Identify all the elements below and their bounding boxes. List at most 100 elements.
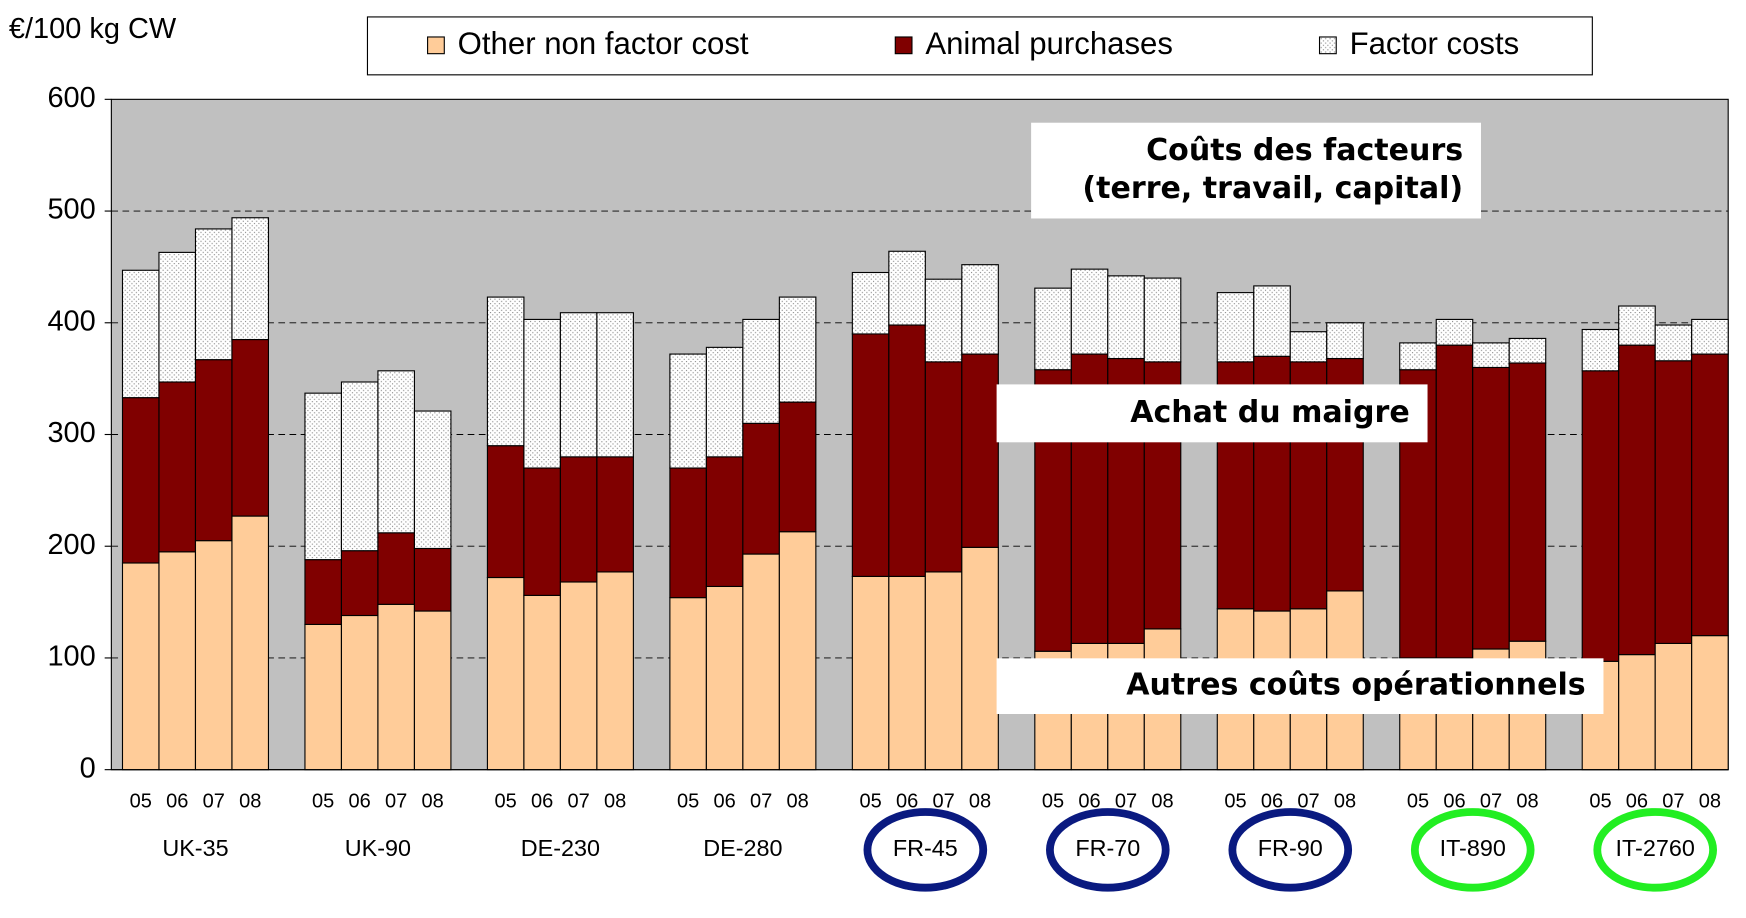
bar-segment (340, 614, 379, 771)
bar-segment (705, 346, 744, 458)
bar-segment (1472, 366, 1510, 650)
legend-swatch (427, 36, 445, 55)
x-tick-label: 05 (1042, 790, 1064, 812)
x-tick-label: 07 (1297, 790, 1319, 812)
x-tick-label: 05 (495, 790, 517, 812)
bar-segment (742, 318, 780, 424)
x-tick-label: 05 (677, 790, 699, 812)
bar-segment (888, 575, 926, 771)
y-tick-label: 0 (80, 752, 96, 784)
highlight-circle (863, 808, 988, 892)
bar-segment (961, 546, 999, 771)
bar-segment (596, 571, 634, 771)
x-tick-label: 06 (166, 790, 188, 812)
group-label: IT-890 (1440, 835, 1506, 861)
y-axis-label: €/100 kg CW (9, 13, 177, 45)
legend (366, 16, 1593, 76)
bar-segment (705, 585, 744, 771)
bar-segment (1034, 287, 1072, 371)
bar-segment (1253, 285, 1291, 357)
bar-segment (1618, 305, 1656, 346)
x-tick-label: 06 (531, 790, 553, 812)
bar-segment (194, 228, 233, 361)
bar-segment (158, 251, 197, 383)
y-tick-label: 100 (47, 641, 95, 673)
bar-segment (1691, 635, 1729, 771)
bar-segment (523, 318, 561, 469)
y-tick-label: 200 (47, 529, 95, 561)
bar-segment (559, 581, 598, 771)
bar-segment (1581, 370, 1620, 662)
bar-segment (413, 547, 452, 612)
bar-segment (851, 333, 890, 577)
bar-segment (1472, 342, 1510, 369)
bar-segment (1654, 360, 1693, 644)
bar-segment (377, 603, 415, 771)
group-label: DE-230 (521, 835, 600, 861)
x-tick-label: 08 (1334, 790, 1356, 812)
bar-segment (888, 250, 926, 326)
bar-segment (1070, 268, 1109, 355)
x-tick-label: 08 (604, 790, 626, 812)
bar-segment (413, 610, 452, 771)
bar-segment (486, 576, 525, 771)
x-tick-label: 08 (1151, 790, 1173, 812)
bar-segment (1691, 318, 1729, 355)
bar-segment (1435, 344, 1474, 659)
x-tick-label: 07 (203, 790, 225, 812)
x-tick-label: 07 (932, 790, 954, 812)
x-tick-label: 07 (1480, 790, 1502, 812)
bar-segment (304, 392, 343, 561)
x-tick-label: 06 (1261, 790, 1283, 812)
bar-segment (924, 571, 963, 771)
x-tick-label: 06 (896, 790, 918, 812)
bar-segment (1618, 654, 1656, 771)
x-tick-label: 06 (1078, 790, 1100, 812)
y-tick-label: 400 (47, 305, 95, 337)
x-tick-label: 08 (239, 790, 261, 812)
bar-segment (121, 269, 160, 399)
group-label: IT-2760 (1616, 835, 1695, 861)
annotation: Autres coûts opérationnels (1126, 668, 1585, 703)
highlight-circle (1046, 808, 1170, 892)
bar-segment (596, 312, 634, 458)
x-tick-label: 08 (1699, 790, 1721, 812)
bar-segment (1618, 344, 1656, 656)
bar-segment (851, 271, 890, 335)
bar-segment (194, 540, 233, 771)
highlight-circle (1410, 808, 1535, 892)
x-tick-label: 06 (1626, 790, 1648, 812)
x-tick-label: 06 (1443, 790, 1465, 812)
x-tick-label: 05 (859, 790, 881, 812)
bar-segment (158, 551, 197, 771)
bar-segment (1399, 342, 1437, 371)
legend-label: Other non factor cost (458, 26, 749, 61)
legend-swatch (1318, 36, 1337, 55)
bar-segment (559, 456, 598, 583)
bar-segment (778, 401, 817, 533)
legend-swatch (894, 36, 913, 55)
annotation-box (996, 384, 1428, 443)
x-tick-label: 07 (1115, 790, 1137, 812)
bar-segment (1107, 275, 1145, 360)
group-label: UK-90 (345, 835, 411, 861)
bar-segment (1508, 362, 1547, 642)
bar-segment (486, 296, 525, 447)
bar-segment (1508, 337, 1547, 364)
group-label: FR-45 (893, 835, 958, 861)
bar-segment (523, 467, 561, 596)
bar-segment (158, 381, 197, 553)
bar-segment (1691, 353, 1729, 637)
group-label: FR-70 (1075, 835, 1140, 861)
bar-segment (231, 338, 270, 517)
bar-segment (1435, 318, 1474, 346)
bar-segment (194, 359, 233, 542)
x-tick-label: 05 (312, 790, 334, 812)
bar-segment (1326, 322, 1364, 360)
bar-segment (924, 278, 963, 363)
x-tick-label: 08 (786, 790, 808, 812)
bar-segment (778, 531, 817, 771)
bar-segment (1143, 277, 1182, 363)
